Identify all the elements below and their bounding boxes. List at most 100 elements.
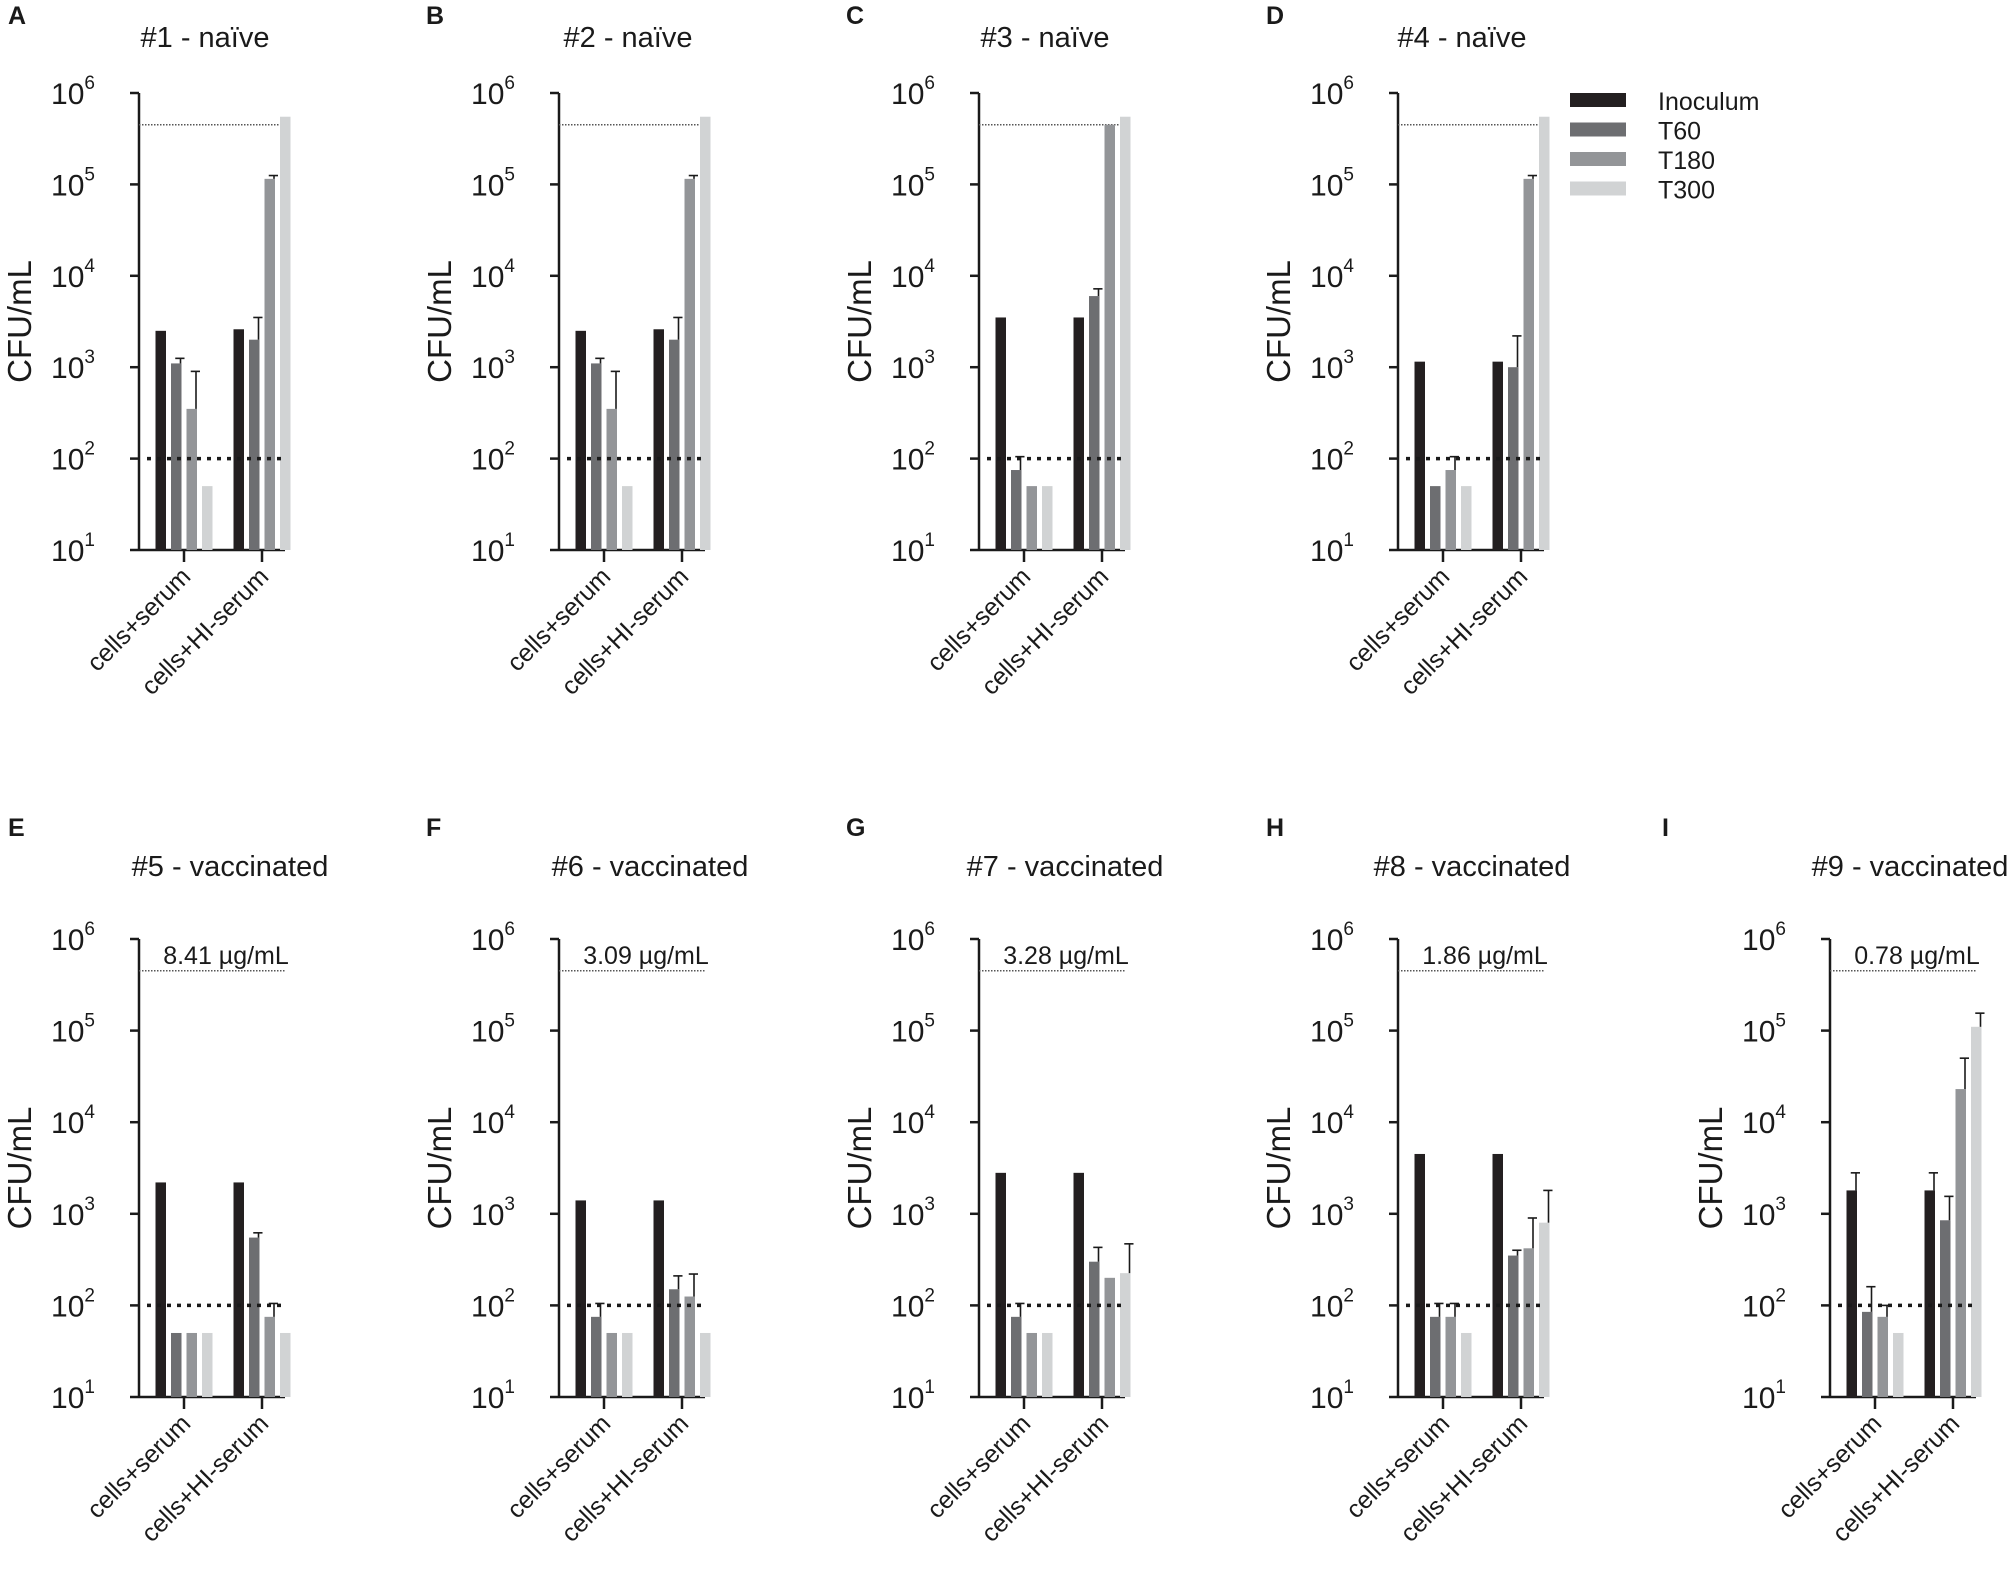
concentration-annotation: 1.86 µg/mL — [1422, 942, 1548, 970]
bar-inoculum-serum — [575, 1200, 586, 1397]
y-tick-exponent: 1 — [504, 1377, 515, 1398]
y-tick-exponent: 4 — [924, 256, 935, 277]
y-tick-label: 105 — [51, 1011, 95, 1049]
y-tick-exponent: 6 — [504, 73, 515, 94]
y-tick-label: 102 — [51, 1285, 95, 1323]
bar-t180-serum — [1445, 470, 1456, 550]
bar-inoculum-hi-serum — [1492, 1153, 1503, 1397]
bar-t180-hi-serum — [684, 1296, 695, 1397]
bar-t60-serum — [591, 363, 602, 550]
bar-t300-hi-serum — [700, 116, 711, 551]
y-tick-exponent: 2 — [1343, 439, 1354, 460]
bar-t180-serum — [1445, 1316, 1456, 1397]
bar-t300-serum — [1042, 1332, 1053, 1397]
bar-inoculum-serum — [155, 330, 166, 550]
panel-d: D#4 - naïve101102103104105106CFU/mLcells… — [1260, 2, 1550, 701]
bar-t60-hi-serum — [1508, 367, 1519, 550]
y-axis-label: CFU/mL — [421, 260, 458, 383]
y-tick-label: 105 — [471, 1011, 515, 1049]
bar-inoculum-serum — [1846, 1190, 1857, 1397]
y-tick-label: 103 — [1742, 1194, 1786, 1232]
panel-title: #5 - vaccinated — [132, 851, 329, 883]
y-tick-label: 106 — [471, 73, 515, 111]
y-tick-exponent: 4 — [84, 256, 95, 277]
panel-title: #8 - vaccinated — [1374, 851, 1571, 883]
bar-t300-serum — [1042, 486, 1053, 550]
y-tick-label: 103 — [891, 1194, 935, 1232]
y-tick-exponent: 5 — [84, 1011, 95, 1032]
y-tick-label: 106 — [1742, 919, 1786, 957]
y-tick-label: 106 — [51, 919, 95, 957]
panel-b: B#2 - naïve101102103104105106CFU/mLcells… — [421, 2, 711, 701]
y-tick-label: 103 — [471, 1194, 515, 1232]
y-tick-exponent: 5 — [84, 164, 95, 185]
y-tick-label: 101 — [51, 530, 95, 568]
bar-inoculum-hi-serum — [1492, 361, 1503, 550]
bar-t180-serum — [1026, 486, 1037, 550]
y-tick-label: 102 — [891, 1285, 935, 1323]
panel-g: G #7 - vaccinated 101 102 103 104 105 106 CFU/mL… — [841, 814, 1163, 1548]
y-tick-exponent: 1 — [924, 1377, 935, 1398]
y-tick-label: 106 — [891, 73, 935, 111]
panel-i: I #9 - vaccinated 101 102 103 104 105 106 CFU/mL… — [1662, 814, 2008, 1548]
y-tick-label: 103 — [51, 1194, 95, 1232]
y-tick-exponent: 2 — [924, 1285, 935, 1306]
y-tick-label: 105 — [891, 1011, 935, 1049]
panel-title: #7 - vaccinated — [967, 851, 1164, 883]
y-tick-label: 101 — [1310, 530, 1354, 568]
y-tick-label: 104 — [1310, 256, 1354, 294]
y-tick-label: 104 — [1310, 1102, 1354, 1140]
y-tick-label: 105 — [1310, 164, 1354, 202]
y-tick-label: 102 — [1310, 1285, 1354, 1323]
bar-t60-hi-serum — [669, 339, 680, 550]
legend-swatch-t60 — [1570, 122, 1626, 137]
y-tick-label: 104 — [891, 1102, 935, 1140]
bar-t60-hi-serum — [1089, 1261, 1100, 1397]
panel-title: #9 - vaccinated — [1812, 851, 2008, 883]
panel-title: #3 - naïve — [981, 22, 1110, 54]
y-tick-label: 101 — [891, 1377, 935, 1415]
y-tick-exponent: 3 — [924, 347, 935, 368]
y-tick-exponent: 4 — [1343, 256, 1354, 277]
y-axis-label: CFU/mL — [841, 260, 878, 383]
y-tick-label: 105 — [1742, 1011, 1786, 1049]
panel-f: F #6 - vaccinated 101 102 103 104 105 106 CFU/mL… — [421, 814, 748, 1548]
y-tick-exponent: 6 — [1343, 919, 1354, 940]
y-tick-exponent: 2 — [924, 439, 935, 460]
panel-title: #2 - naïve — [564, 22, 693, 54]
y-tick-exponent: 2 — [504, 439, 515, 460]
y-tick-exponent: 3 — [84, 347, 95, 368]
y-tick-exponent: 5 — [504, 164, 515, 185]
legend-swatch-t300 — [1570, 181, 1626, 196]
bar-t300-hi-serum — [280, 1332, 291, 1397]
y-tick-exponent: 6 — [504, 919, 515, 940]
bar-t300-hi-serum — [1971, 1026, 1982, 1397]
y-tick-label: 104 — [51, 256, 95, 294]
bar-inoculum-hi-serum — [653, 1200, 664, 1397]
bar-t60-serum — [1011, 1316, 1022, 1397]
bar-t180-serum — [186, 1332, 197, 1397]
y-tick-exponent: 2 — [1775, 1285, 1786, 1306]
y-tick-label: 105 — [471, 164, 515, 202]
y-tick-label: 106 — [1310, 73, 1354, 111]
panel-letter: H — [1266, 814, 1284, 842]
y-tick-exponent: 4 — [1343, 1102, 1354, 1123]
y-tick-label: 103 — [891, 347, 935, 385]
bar-t300-hi-serum — [1539, 116, 1550, 551]
bar-t60-serum — [1430, 486, 1441, 550]
bar-t180-hi-serum — [1955, 1089, 1966, 1397]
bar-inoculum-hi-serum — [653, 329, 664, 550]
bar-t60-hi-serum — [249, 339, 260, 550]
bar-t300-serum — [1893, 1332, 1904, 1397]
y-tick-label: 102 — [471, 439, 515, 477]
bar-t180-hi-serum — [1104, 124, 1115, 550]
legend-label-t300: T300 — [1658, 177, 1715, 205]
y-tick-exponent: 1 — [1343, 530, 1354, 551]
y-tick-exponent: 5 — [924, 1011, 935, 1032]
y-axis-label: CFU/mL — [1, 1107, 38, 1230]
y-tick-exponent: 4 — [504, 256, 515, 277]
panel-e: E #5 - vaccinated 101 102 103 104 105 106 CFU/mL… — [1, 814, 328, 1548]
bar-t180-serum — [1877, 1316, 1888, 1397]
